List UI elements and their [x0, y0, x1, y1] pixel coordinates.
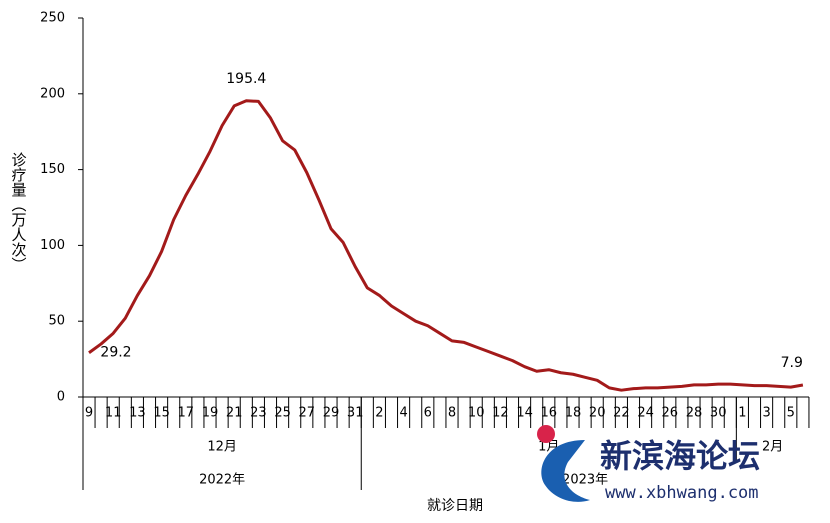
x-tick-label: 16: [541, 406, 558, 421]
x-tick-label: 29: [323, 406, 340, 421]
x-tick-label: 8: [448, 406, 456, 421]
x-tick-label: 13: [129, 406, 146, 421]
data-label: 29.2: [100, 345, 131, 361]
data-label: 195.4: [226, 71, 266, 87]
x-tick-label: 12: [492, 406, 509, 421]
y-tick-label: 100: [40, 238, 65, 253]
x-tick-label: 10: [468, 406, 485, 421]
x-tick-label: 27: [299, 406, 316, 421]
y-tick-label: 150: [40, 162, 65, 177]
data-label: 7.9: [781, 355, 803, 371]
x-tick-label: 5: [787, 406, 795, 421]
x-tick-label: 26: [662, 406, 679, 421]
watermark-url: www.xbhwang.com: [605, 483, 759, 503]
x-tick-label: 30: [710, 406, 727, 421]
y-tick-label: 200: [40, 86, 65, 101]
x-tick-label: 21: [226, 406, 243, 421]
watermark-name: 新滨海论坛: [600, 437, 760, 475]
x-tick-label: 18: [565, 406, 582, 421]
y-tick-label: 50: [48, 314, 65, 329]
x-tick-label: 24: [637, 406, 654, 421]
x-tick-label: 3: [762, 406, 770, 421]
year-label: 2022年: [199, 473, 245, 488]
x-tick-label: 15: [153, 406, 170, 421]
x-tick-label: 11: [105, 406, 122, 421]
watermark-logo: [537, 425, 555, 443]
data-line: [88, 99, 804, 392]
x-tick-label: 20: [589, 406, 606, 421]
x-tick-label: 28: [686, 406, 703, 421]
watermark-logo: [541, 440, 590, 502]
x-tick-label: 6: [424, 406, 432, 421]
x-tick-label: 4: [399, 406, 407, 421]
x-tick-label: 31: [347, 406, 364, 421]
month-label: 2月: [762, 440, 783, 455]
y-tick-label: 0: [57, 390, 65, 405]
x-tick-label: 22: [613, 406, 630, 421]
x-tick-label: 14: [516, 406, 533, 421]
year-label: 2023年: [562, 473, 608, 488]
y-axis-title: 诊疗量（万人次）: [10, 152, 28, 272]
x-tick-label: 19: [202, 406, 219, 421]
month-label: 12月: [207, 440, 237, 455]
y-tick-label: 250: [40, 11, 65, 26]
x-tick-label: 1: [738, 406, 746, 421]
x-tick-label: 25: [274, 406, 291, 421]
x-tick-label: 9: [85, 406, 93, 421]
x-tick-label: 23: [250, 406, 267, 421]
x-tick-label: 2: [375, 406, 383, 421]
x-axis-title: 就诊日期: [427, 498, 483, 514]
x-tick-label: 17: [178, 406, 195, 421]
